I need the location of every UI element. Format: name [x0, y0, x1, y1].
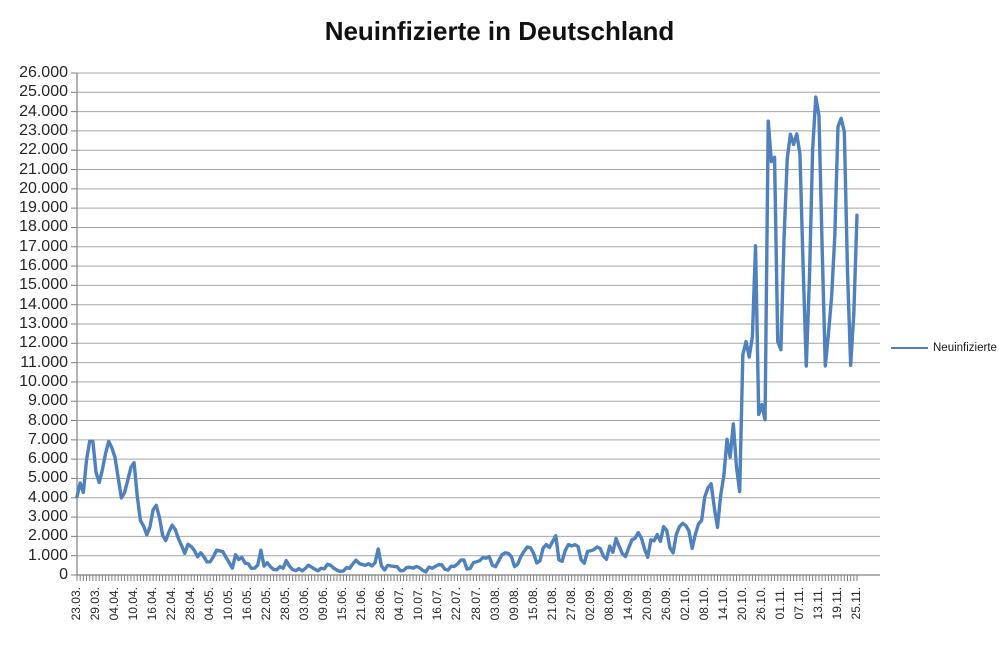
- y-axis-tick-label: 20.000: [19, 179, 68, 197]
- x-axis-tick-label: 02.09.: [582, 587, 597, 621]
- y-axis-tick-label: 11.000: [20, 353, 68, 371]
- y-axis-tick-label: 23.000: [19, 121, 68, 139]
- chart-title: Neuinfizierte in Deutschland: [324, 16, 675, 46]
- x-axis-tick-label: 28.05.: [278, 587, 293, 621]
- x-axis-tick-label: 28.07.: [468, 587, 483, 621]
- x-axis-tick-label: 10.07.: [411, 587, 426, 621]
- y-axis-tick-label: 12.000: [19, 334, 68, 352]
- x-axis-tick-label: 26.10.: [753, 587, 768, 621]
- x-axis-tick-label: 08.10.: [696, 587, 711, 621]
- y-axis-tick-label: 1.000: [27, 546, 68, 564]
- x-axis-tick-label: 16.05.: [240, 587, 255, 621]
- legend-line-swatch: [891, 347, 928, 349]
- series-line-neuinfizierte[interactable]: [75, 95, 859, 574]
- y-axis-tick-label: 10.000: [19, 372, 68, 390]
- x-axis-tick-label: 28.06.: [373, 587, 388, 621]
- x-axis-tick-label: 21.08.: [544, 587, 559, 621]
- x-axis-tick-label: 10.04.: [126, 587, 141, 621]
- y-axis-tick-label: 6.000: [27, 450, 68, 468]
- y-axis-tick-label: 16.000: [19, 257, 68, 275]
- y-axis-tick-label: 8.000: [27, 411, 68, 429]
- x-axis-tick-label: 04.07.: [392, 587, 407, 621]
- x-axis-tick-label: 20.10.: [734, 587, 749, 621]
- x-axis-tick-label: 04.04.: [107, 587, 122, 621]
- x-axis-tick-label: 22.05.: [259, 587, 274, 621]
- y-axis-tick-label: 13.000: [19, 315, 68, 332]
- x-axis-tick-label: 29.03.: [88, 587, 103, 621]
- legend-label: Neuinfizierte: [933, 342, 997, 354]
- x-axis-tick-label: 10.05.: [221, 587, 236, 621]
- y-axis-tick-label: 24.000: [19, 102, 68, 120]
- x-axis-tick-label: 02.10.: [677, 587, 692, 621]
- x-axis-tick-label: 01.11.: [772, 587, 787, 620]
- x-axis-tick-label: 07.11.: [791, 587, 806, 620]
- y-axis-tick-label: 9.000: [27, 392, 68, 410]
- y-axis-tick-label: 19.000: [19, 199, 68, 217]
- x-axis-tick-label: 26.09.: [658, 587, 673, 621]
- x-axis-tick-label: 16.04.: [145, 587, 160, 621]
- x-axis-tick-label: 21.06.: [354, 587, 369, 621]
- y-axis-tick-label: 17.000: [19, 237, 68, 255]
- y-axis-tick-label: 7.000: [27, 430, 68, 448]
- y-axis-tick-label: 3.000: [27, 508, 68, 526]
- legend[interactable]: Neuinfizierte: [891, 341, 997, 355]
- x-axis-tick-label: 23.03.: [69, 587, 83, 621]
- x-axis-tick-label: 22.04.: [164, 587, 179, 621]
- y-axis-tick-label: 26.000: [19, 64, 68, 81]
- x-axis-tick-label: 19.11.: [829, 587, 844, 620]
- x-axis-tick-label: 25.11.: [849, 587, 863, 620]
- y-axis-tick-label: 0: [59, 566, 68, 583]
- x-axis-tick-label: 09.06.: [316, 587, 331, 621]
- x-axis-tick-label: 27.08.: [563, 587, 578, 621]
- x-axis-tick-label: 04.05.: [202, 587, 217, 621]
- y-axis-tick-label: 25.000: [19, 83, 68, 101]
- x-axis-tick-label: 22.07.: [449, 587, 464, 621]
- x-axis-tick-label: 14.10.: [715, 587, 730, 621]
- x-axis-tick-label: 28.04.: [183, 587, 198, 621]
- x-axis-tick-label: 15.08.: [525, 587, 540, 621]
- x-axis-tick-label: 08.09.: [601, 587, 616, 621]
- y-axis-tick-label: 18.000: [19, 218, 68, 236]
- y-axis-tick-label: 2.000: [27, 527, 68, 545]
- y-axis-tick-label: 5.000: [27, 469, 68, 487]
- x-axis-tick-label: 03.08.: [487, 587, 502, 621]
- x-axis-tick-label: 20.09.: [639, 587, 654, 621]
- x-axis-tick-label: 13.11.: [810, 587, 825, 620]
- y-axis-tick-label: 22.000: [19, 141, 68, 159]
- x-axis-tick-label: 15.06.: [335, 587, 350, 621]
- y-axis-tick-label: 14.000: [19, 295, 68, 313]
- x-axis-tick-label: 09.08.: [506, 587, 521, 621]
- y-axis-tick-label: 21.000: [19, 160, 68, 178]
- x-axis-tick-label: 14.09.: [620, 587, 635, 621]
- x-axis-tick-label: 16.07.: [430, 587, 445, 621]
- y-axis-tick-label: 4.000: [27, 488, 68, 506]
- x-axis-tick-label: 03.06.: [297, 587, 312, 621]
- y-axis-tick-label: 15.000: [19, 276, 68, 294]
